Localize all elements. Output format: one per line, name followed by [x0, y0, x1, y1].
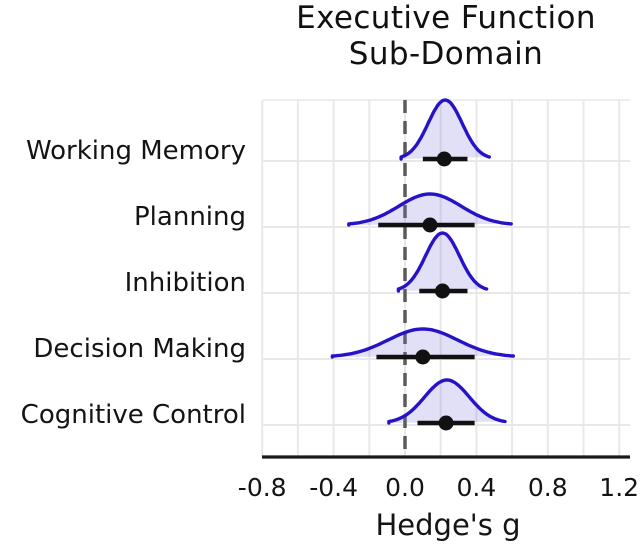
density-curve: [387, 378, 507, 425]
density-curve: [330, 327, 515, 359]
point-estimate: [422, 217, 438, 233]
point-estimate: [436, 151, 452, 167]
chart-title: Executive Function Sub-Domain: [296, 0, 596, 72]
category-label: Working Memory: [25, 136, 246, 166]
x-tick-label: 0.8: [527, 473, 568, 502]
category-label: Inhibition: [124, 268, 246, 298]
x-axis-title: Hedge's g: [375, 508, 521, 542]
category-label: Planning: [134, 202, 246, 232]
point-estimate: [415, 349, 431, 365]
x-tick-label: -0.8: [237, 473, 287, 502]
point-estimate: [438, 415, 454, 431]
density-curve: [347, 192, 513, 227]
density-curve: [399, 98, 491, 161]
density-curve: [396, 231, 489, 293]
point-estimate: [434, 283, 450, 299]
category-label: Cognitive Control: [20, 400, 246, 430]
category-label: Decision Making: [33, 334, 246, 364]
x-tick-label: -0.4: [309, 473, 358, 502]
x-tick-label: 1.2: [599, 473, 640, 502]
x-tick-label: 0.4: [456, 473, 497, 502]
x-tick-label: 0.0: [385, 473, 425, 502]
